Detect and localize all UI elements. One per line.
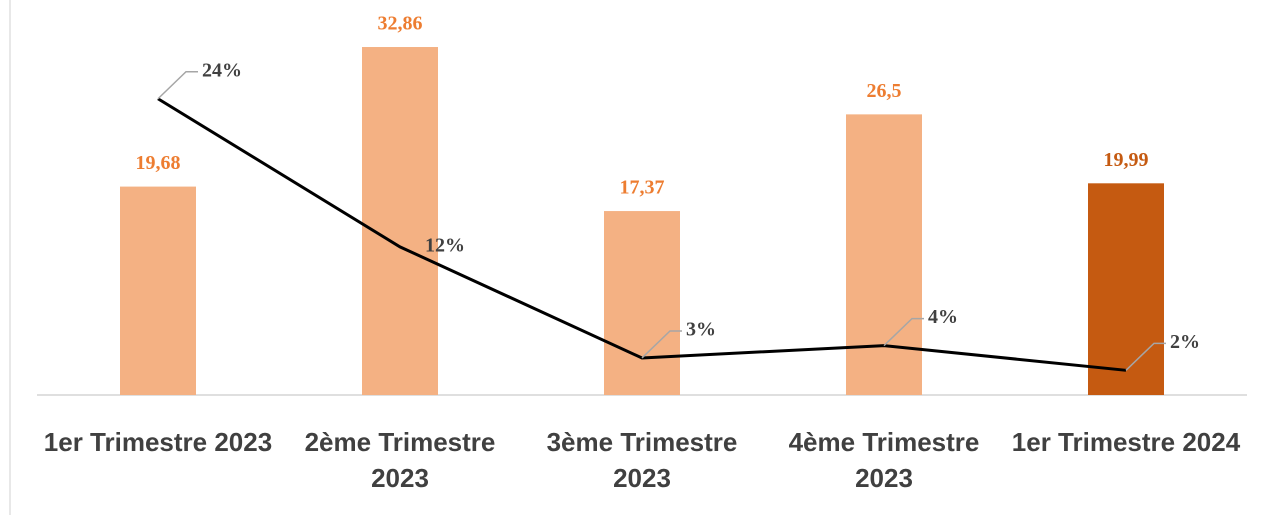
x-tick-label: 3ème Trimestre 2023 (546, 427, 738, 493)
bar-value-label: 19,68 (136, 152, 181, 174)
line-value-label: 12% (425, 234, 465, 256)
bar-value-label: 32,86 (378, 13, 423, 35)
line-value-label: 2% (1170, 331, 1200, 353)
bar (362, 47, 438, 395)
x-tick-label: 1er Trimestre 2023 (43, 427, 273, 457)
line-value-label: 4% (928, 306, 958, 328)
bar-value-label: 17,37 (620, 177, 665, 199)
bar (846, 114, 922, 396)
x-tick-label: 2ème Trimestre 2023 (304, 427, 496, 493)
bar-value-label: 26,5 (867, 80, 902, 102)
bar (1088, 183, 1164, 395)
bar-value-label: 19,99 (1104, 149, 1149, 171)
x-tick-label: 1er Trimestre 2024 (1011, 427, 1241, 457)
leader-line (157, 71, 198, 100)
leader-line (883, 317, 924, 347)
line-value-label: 24% (202, 59, 242, 81)
bar (120, 186, 196, 395)
bar (604, 211, 680, 395)
x-tick-label: 4ème Trimestre 2023 (788, 427, 980, 493)
line-value-label: 3% (686, 319, 716, 341)
leader-line (1125, 342, 1166, 371)
leader-line (641, 330, 682, 359)
